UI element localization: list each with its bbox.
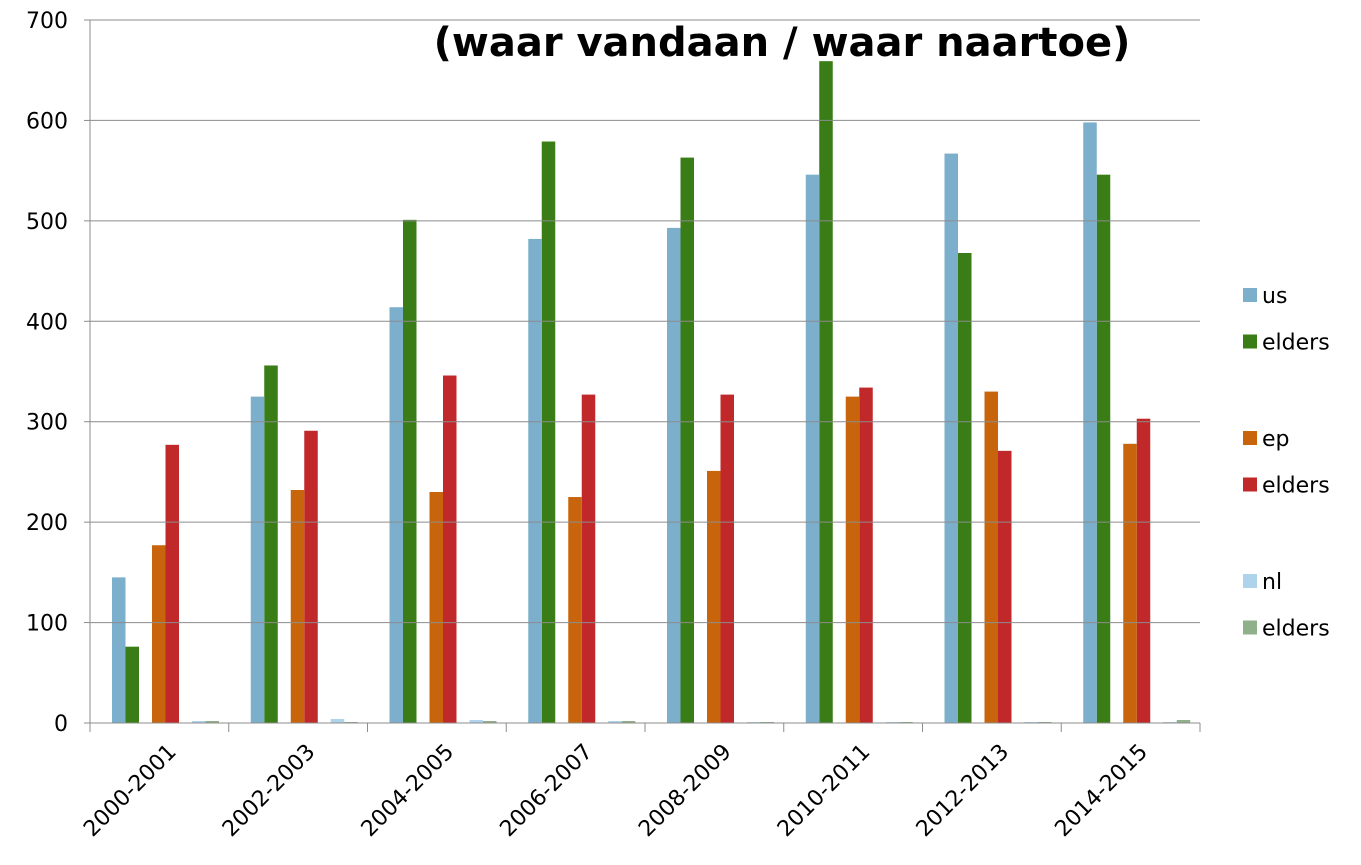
x-tick-label: 2004-2005 [357,740,459,842]
bar [1176,719,1191,723]
bar [344,721,358,723]
bar [403,219,417,724]
bar [250,396,265,723]
legend-label: nl [1262,570,1282,595]
bar [1038,721,1052,723]
bar [330,718,345,723]
bar [389,307,403,723]
legend-label: elders [1262,474,1330,499]
bar [290,490,305,723]
bar [469,719,483,723]
x-tick-label: 2012-2013 [912,740,1014,842]
bar [165,444,179,723]
y-tick-label: 100 [26,612,68,637]
bar [541,141,556,724]
bar [568,497,582,723]
bar [805,174,820,723]
bar [608,720,622,723]
bar [528,238,542,724]
y-tick-label: 600 [26,109,68,134]
bar [859,387,873,723]
bar [443,375,457,723]
x-tick-label: 2008-2009 [634,740,736,842]
bar [152,545,166,723]
legend-label: ep [1262,427,1290,452]
bar [1083,122,1097,724]
bar [998,450,1012,723]
y-tick-label: 0 [54,712,68,737]
bar [429,492,443,723]
bar [581,394,596,723]
legend-swatch [1243,334,1257,349]
bar [984,391,998,723]
legend-swatch [1243,431,1257,445]
legend-swatch [1243,574,1257,588]
bar [125,646,139,723]
bar [944,153,958,723]
bar [845,396,860,723]
x-tick-label: 2010-2011 [773,740,875,842]
bar [1123,443,1137,723]
y-tick-label: 500 [26,210,68,235]
bar [192,720,206,723]
bar [747,721,761,723]
x-tick-label: 2006-2007 [495,740,597,842]
x-tick-label: 2002-2003 [218,740,320,842]
legend-label: elders [1262,331,1330,356]
bar [1163,721,1177,723]
x-tick-label: 2014-2015 [1050,740,1152,842]
y-tick-label: 300 [26,411,68,436]
y-tick-label: 400 [26,310,68,335]
legend-swatch [1243,477,1257,492]
bar [760,721,774,723]
bar [112,577,126,723]
bar [720,394,734,723]
bar [885,721,900,723]
legend-label: elders [1262,617,1330,642]
y-tick-label: 700 [26,9,68,34]
x-tick-label: 2000-2001 [79,740,181,842]
bar [304,430,318,723]
bar [899,721,913,723]
bar [205,720,219,723]
legend-swatch [1243,288,1257,302]
bar [667,227,681,723]
bar [483,720,497,723]
bar [680,157,694,723]
bar [1024,721,1038,723]
legend-swatch [1243,620,1257,635]
legend-label: us [1262,284,1287,309]
chart-title: (waar vandaan / waar naartoe) [434,20,1131,66]
bar [264,365,278,723]
bar [707,470,721,723]
bar [1136,418,1151,723]
y-tick-label: 200 [26,511,68,536]
bar [1096,174,1111,723]
bar [621,720,636,723]
bar [819,61,833,723]
bar [958,252,972,723]
